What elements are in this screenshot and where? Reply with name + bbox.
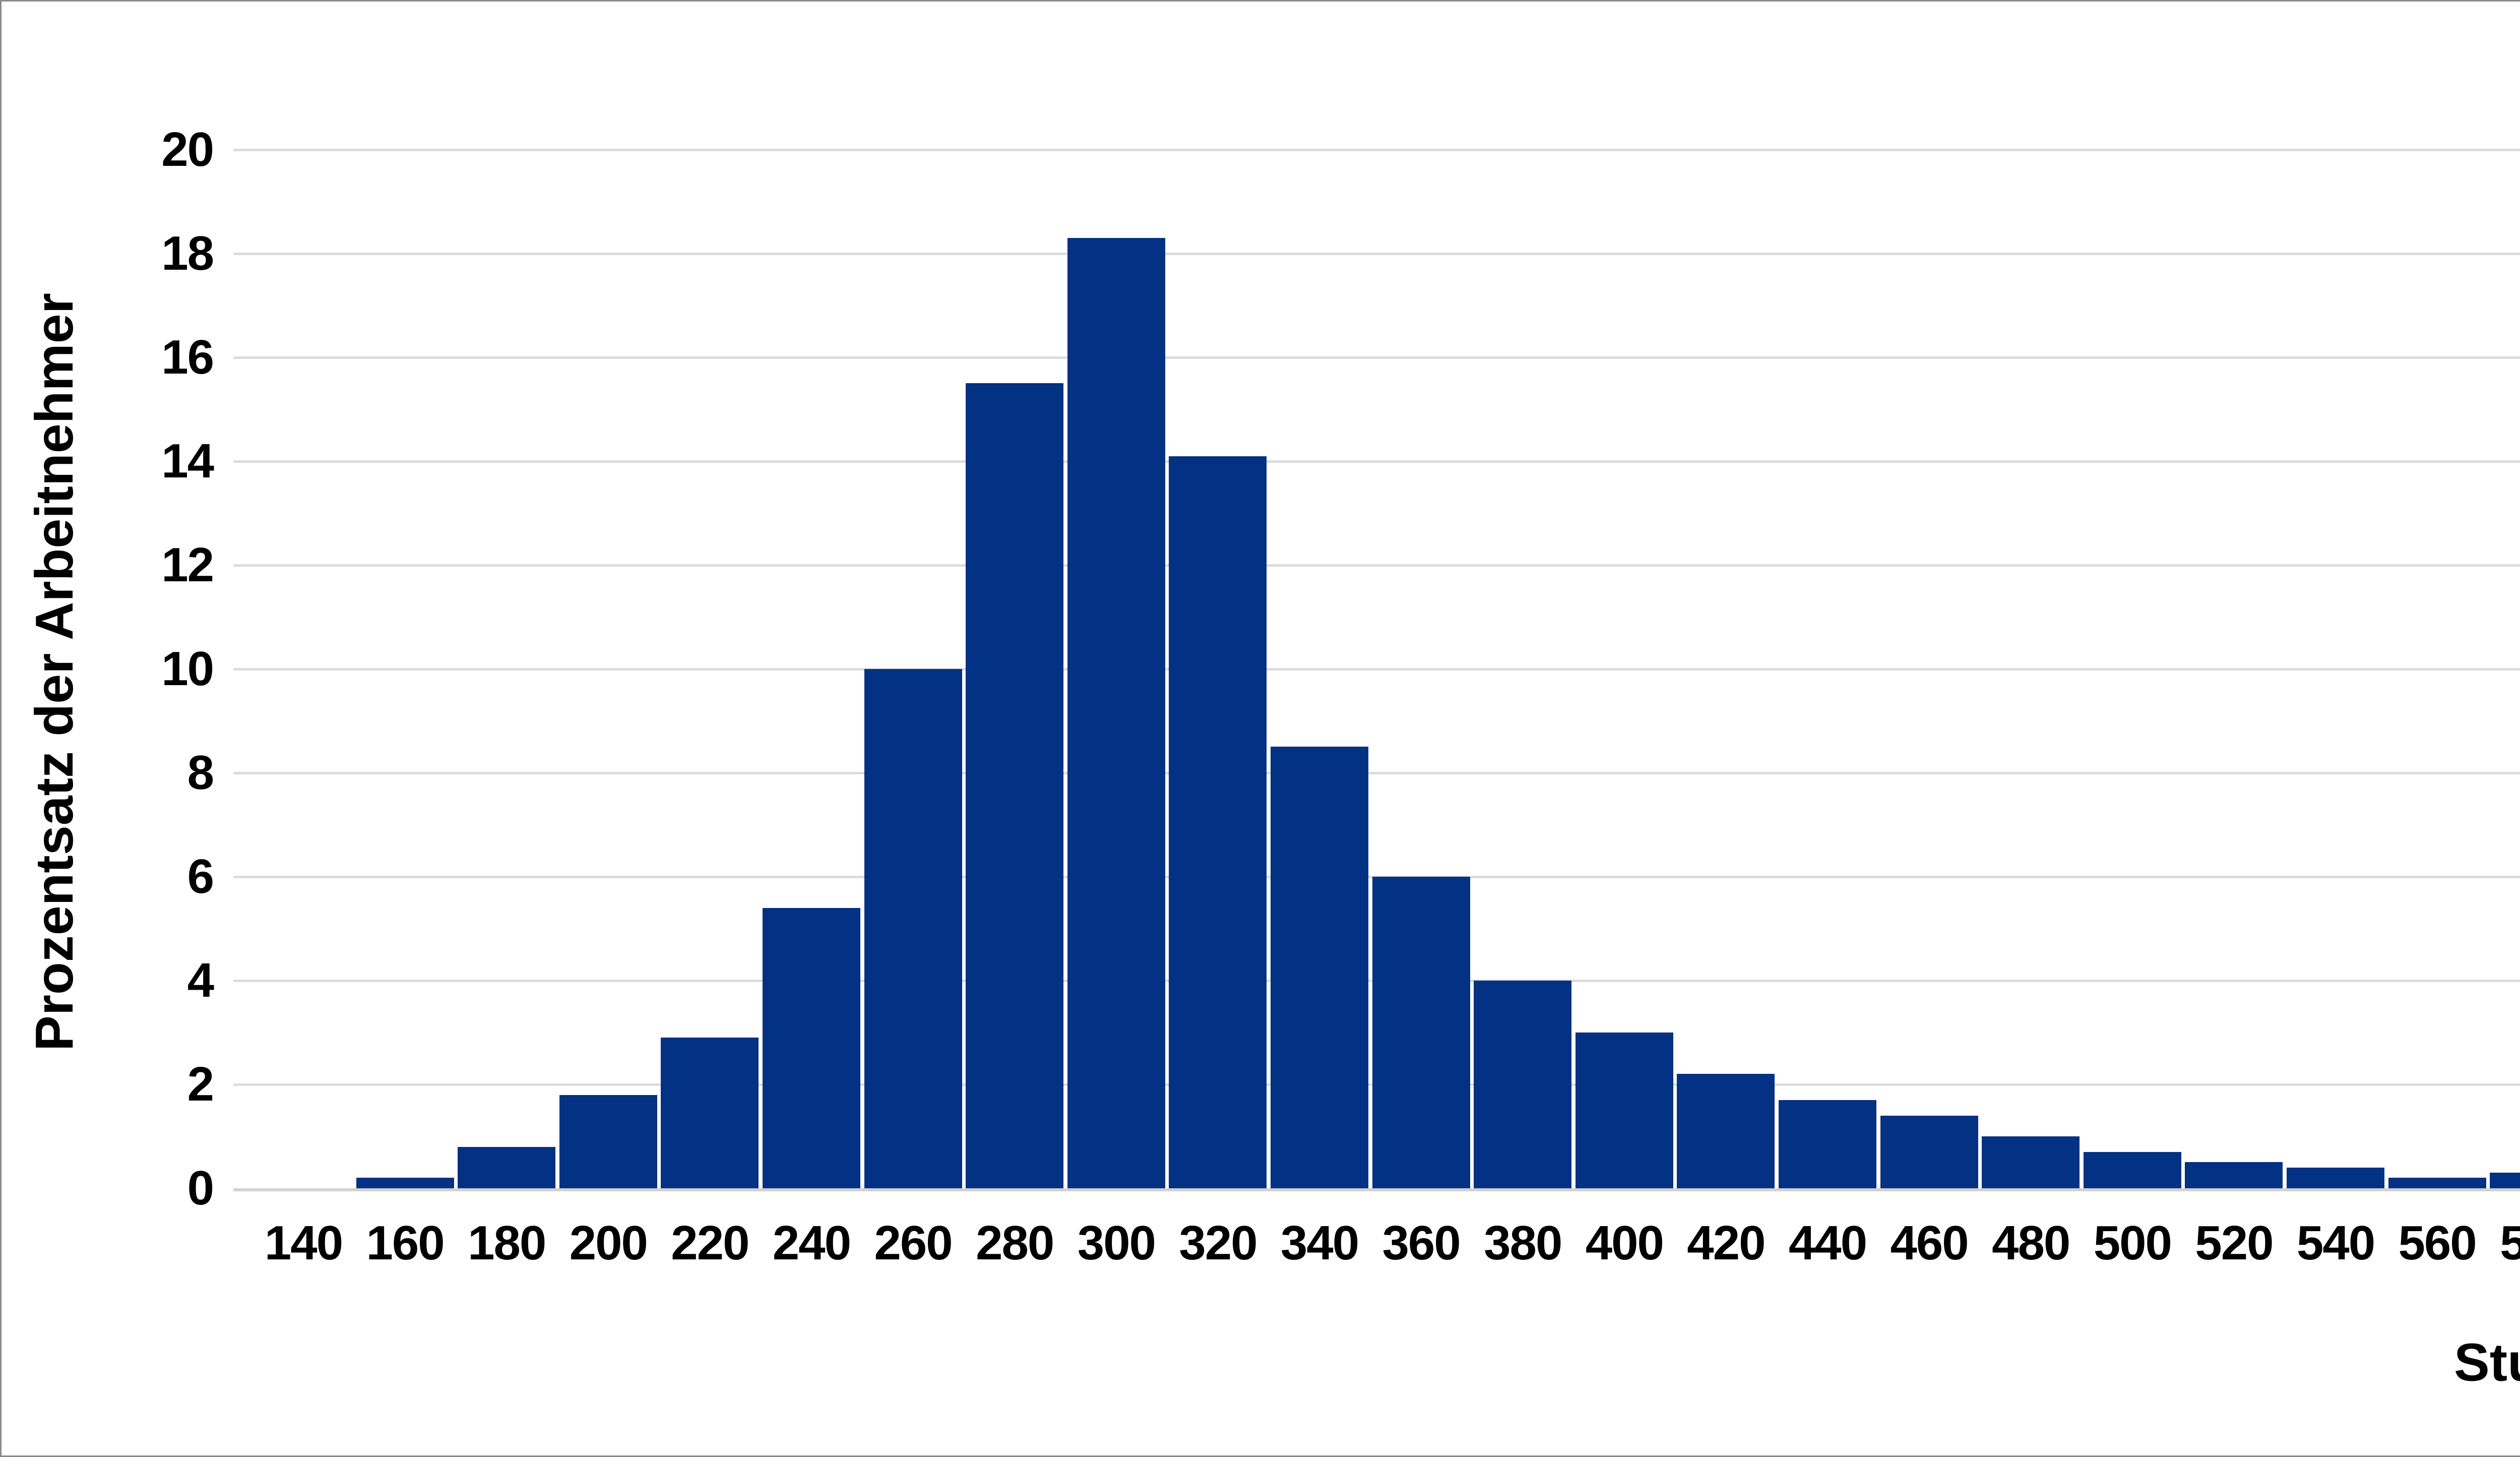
- x-tick-label-260: 260: [874, 1216, 953, 1270]
- x-tick-label-580: 580: [2500, 1216, 2520, 1271]
- x-tick-label-420: 420: [1687, 1216, 1766, 1270]
- bar-300: [1067, 238, 1165, 1188]
- bar-460: [1880, 1116, 1978, 1188]
- x-tick-label-500: 500: [2093, 1216, 2172, 1270]
- bar-540: [2287, 1168, 2384, 1188]
- x-axis-line: [233, 1188, 2520, 1191]
- x-tick-label-360: 360: [1382, 1216, 1461, 1270]
- x-tick-label-160: 160: [366, 1216, 445, 1270]
- y-tick-label-2: 2: [187, 1057, 214, 1111]
- x-axis-title: Stundensatz in dänischen Kronen: [2454, 1332, 2520, 1392]
- bar-180: [458, 1147, 555, 1188]
- bar-520: [2185, 1162, 2283, 1188]
- x-tick-label-520: 520: [2195, 1216, 2274, 1270]
- bar-400: [1576, 1033, 1673, 1188]
- gridline-y-16: [233, 356, 2520, 359]
- x-tick-label-380: 380: [1484, 1216, 1562, 1270]
- x-tick-label-540: 540: [2296, 1216, 2375, 1270]
- y-tick-label-16: 16: [161, 330, 214, 384]
- y-tick-label-18: 18: [161, 226, 214, 280]
- x-tick-label-280: 280: [976, 1216, 1054, 1270]
- gridline-y-10: [233, 668, 2520, 671]
- y-tick-label-4: 4: [187, 953, 214, 1007]
- gridline-y-18: [233, 253, 2520, 255]
- x-tick-label-560: 560: [2398, 1216, 2477, 1270]
- gridline-y-14: [233, 460, 2520, 463]
- x-tick-label-480: 480: [1992, 1216, 2070, 1270]
- y-tick-label-0: 0: [187, 1161, 214, 1215]
- bar-160: [356, 1178, 454, 1188]
- x-tick-label-400: 400: [1585, 1216, 1664, 1270]
- bar-220: [661, 1038, 759, 1188]
- x-tick-label-440: 440: [1788, 1216, 1867, 1270]
- bar-560: [2388, 1178, 2486, 1188]
- bar-280: [966, 383, 1063, 1188]
- x-tick-label-180: 180: [468, 1216, 546, 1270]
- bar-360: [1372, 877, 1470, 1188]
- bar-380: [1474, 981, 1571, 1188]
- bar-260: [864, 669, 962, 1188]
- y-axis-title-wrap: Prozentsatz der Arbeitnehmer: [24, 2, 85, 1455]
- bar-580: [2490, 1173, 2520, 1188]
- y-tick-label-12: 12: [161, 538, 214, 592]
- bar-320: [1169, 456, 1267, 1188]
- gridline-y-20: [233, 149, 2520, 151]
- y-tick-label-10: 10: [161, 642, 214, 696]
- x-tick-label-300: 300: [1077, 1216, 1156, 1270]
- bar-480: [1982, 1136, 2080, 1188]
- bar-240: [763, 908, 860, 1188]
- gridline-y-8: [233, 772, 2520, 774]
- y-tick-label-8: 8: [187, 746, 214, 800]
- bar-500: [2084, 1152, 2181, 1188]
- x-tick-label-240: 240: [772, 1216, 851, 1270]
- bar-420: [1677, 1074, 1775, 1188]
- y-axis-title: Prozentsatz der Arbeitnehmer: [25, 293, 84, 1051]
- bar-200: [559, 1095, 657, 1188]
- x-tick-label-460: 460: [1890, 1216, 1969, 1270]
- y-tick-label-6: 6: [187, 849, 214, 903]
- x-tick-label-320: 320: [1179, 1216, 1257, 1270]
- x-tick-label-200: 200: [569, 1216, 648, 1270]
- gridline-y-12: [233, 564, 2520, 567]
- x-tick-label-220: 220: [671, 1216, 749, 1270]
- bar-340: [1271, 747, 1368, 1188]
- bar-440: [1779, 1100, 1876, 1188]
- y-tick-label-20: 20: [161, 123, 214, 176]
- x-tick-label-340: 340: [1280, 1216, 1359, 1270]
- y-tick-label-14: 14: [161, 434, 214, 488]
- x-tick-label-140: 140: [264, 1216, 343, 1270]
